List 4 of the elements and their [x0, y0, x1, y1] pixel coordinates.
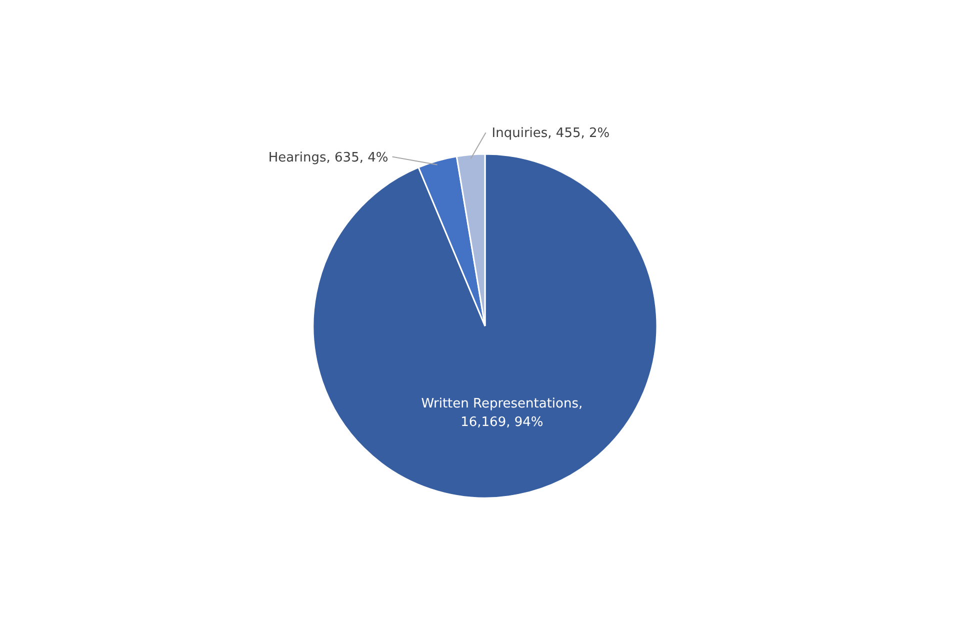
pie-slice	[418, 156, 486, 327]
slice-label: Hearings, 635, 4%	[268, 150, 388, 166]
slice-label: Written Representations, 16,169, 94%	[421, 396, 583, 430]
slice-label: Inquiries, 455, 2%	[492, 126, 610, 142]
